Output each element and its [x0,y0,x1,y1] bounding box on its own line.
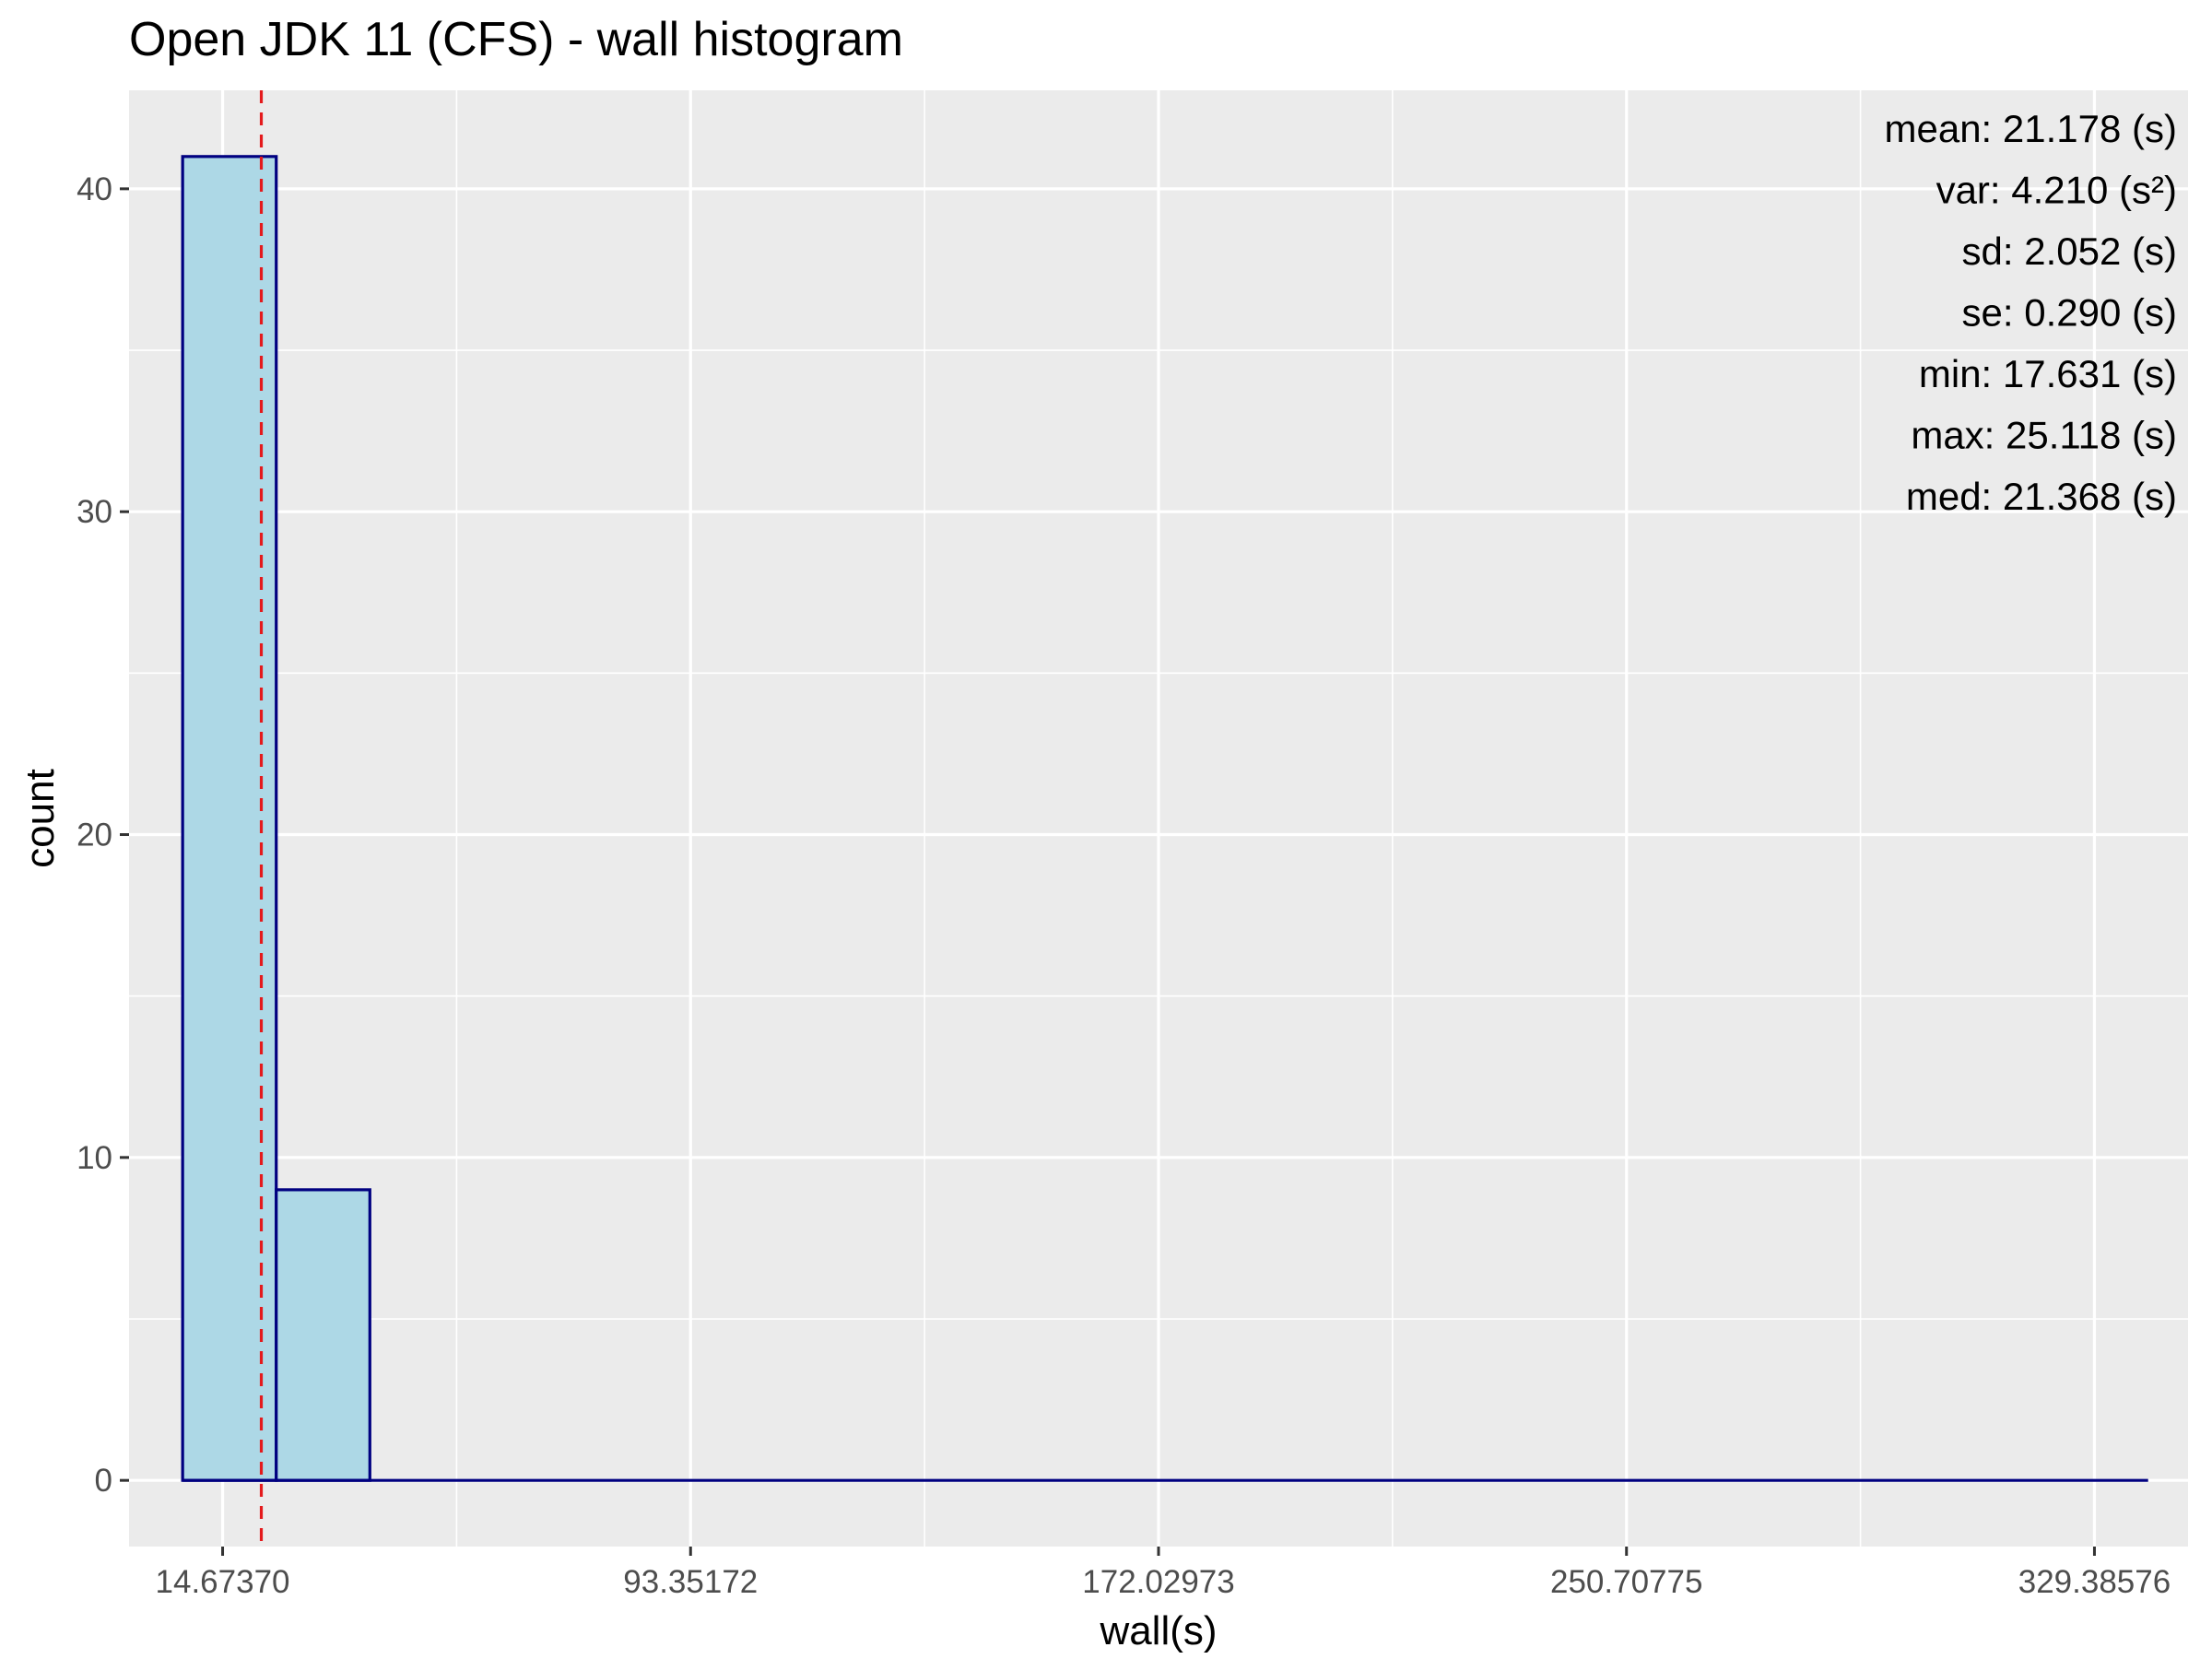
stat-line: mean: 21.178 (s) [1884,107,2177,150]
histogram-bar [181,155,278,1482]
stat-line: sd: 2.052 (s) [1962,229,2177,273]
stat-line: max: 25.118 (s) [1911,414,2177,457]
x-tick-label: 93.35172 [623,1564,758,1600]
x-tick-label: 250.70775 [1550,1564,1702,1600]
stat-line: med: 21.368 (s) [1906,475,2177,518]
y-tick-label: 0 [95,1463,112,1499]
y-tick-label: 40 [76,171,112,207]
y-tick-label: 20 [76,818,112,853]
x-axis-ticks: 14.67370 93.35172 172.02973 250.70775 329.38… [156,1547,2171,1600]
y-axis-title: count [18,769,63,868]
y-tick-label: 30 [76,494,112,530]
x-tick-label: 172.02973 [1082,1564,1234,1600]
stat-line: min: 17.631 (s) [1919,352,2177,395]
y-axis-ticks: 0 10 20 30 40 [76,171,129,1499]
x-tick-label: 14.67370 [156,1564,290,1600]
stats-annotation: mean: 21.178 (s) var: 4.210 (s²) sd: 2.052… [1884,107,2177,518]
y-tick-label: 10 [76,1140,112,1176]
histogram-bar [275,1188,371,1482]
x-axis-title: wall(s) [1099,1608,1217,1653]
chart-title: Open JDK 11 (CFS) - wall histogram [129,13,903,66]
stat-line: se: 0.290 (s) [1962,291,2177,335]
histogram-bars [181,155,371,1482]
x-tick-label: 329.38576 [2018,1564,2171,1600]
stat-line: var: 4.210 (s²) [1936,169,2177,212]
